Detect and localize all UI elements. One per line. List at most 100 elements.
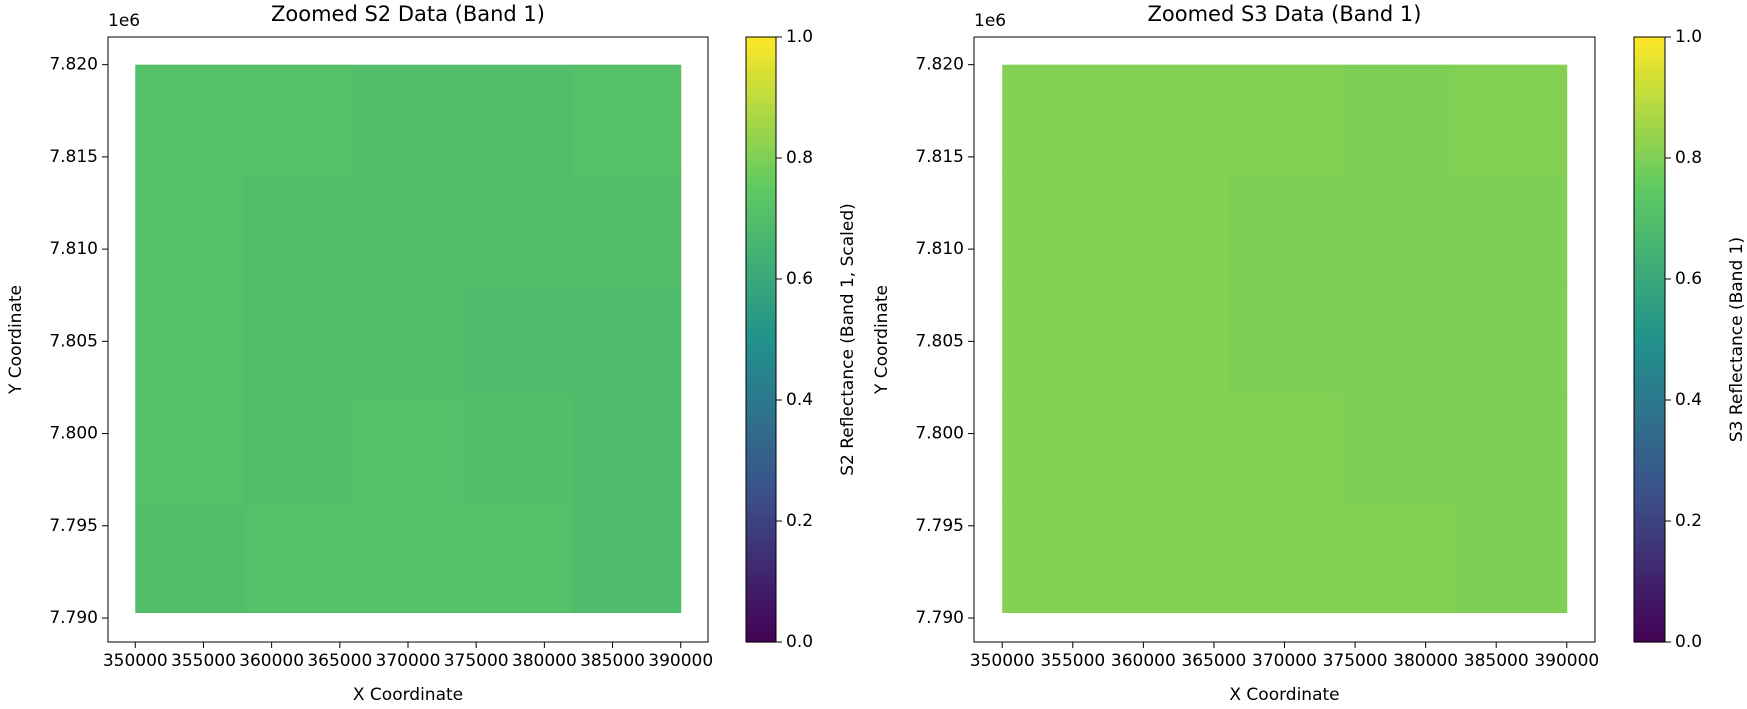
colorbar-swatch [1634, 460, 1665, 468]
colorbar-tick-label: 0.6 [1675, 269, 1702, 289]
colorbar-swatch [746, 629, 776, 637]
colorbar-swatch [746, 508, 776, 516]
colorbar-swatch [1634, 285, 1665, 292]
heatmap-cell [1115, 286, 1229, 396]
x-tick-label: 370000 [376, 651, 441, 671]
colorbar-swatch [746, 254, 776, 262]
colorbar-swatch [746, 533, 776, 540]
y-tick-label: 7.815 [49, 147, 98, 167]
x-axis-label: X Coordinate [1229, 685, 1339, 705]
colorbar-swatch [1634, 333, 1665, 341]
colorbar-swatch [1634, 79, 1665, 86]
heatmap-cell [571, 503, 682, 613]
colorbar-swatch [1634, 478, 1665, 486]
heatmap-cell [1115, 64, 1229, 176]
colorbar-swatch [746, 527, 776, 534]
colorbar-swatch [1634, 121, 1665, 129]
heatmap-cell [244, 175, 354, 287]
y-tick-label: 7.820 [49, 55, 98, 75]
x-tick-label: 365000 [1181, 651, 1246, 671]
colorbar-swatch [1634, 67, 1665, 74]
colorbar-swatch [1634, 369, 1665, 377]
heatmap-cell [1002, 64, 1116, 176]
colorbar-swatch [1634, 508, 1665, 516]
heatmap-cell [1453, 286, 1568, 396]
colorbar-swatch [746, 315, 776, 322]
colorbar-swatch [746, 224, 776, 232]
colorbar-swatch [1634, 581, 1665, 589]
colorbar-swatch [1634, 242, 1665, 250]
colorbar-swatch [746, 272, 776, 280]
colorbar-swatch [1634, 575, 1665, 583]
colorbar-swatch [1634, 218, 1665, 226]
colorbar-label: S2 Reflectance (Band 1, Scaled) [838, 203, 858, 476]
colorbar-swatch [746, 521, 776, 528]
colorbar-swatch [746, 303, 776, 310]
heatmap-cell [353, 64, 464, 176]
colorbar-swatch [1634, 527, 1665, 534]
x-axis-label: X Coordinate [353, 685, 463, 705]
x-tick-label: 350000 [970, 651, 1035, 671]
x-tick-label: 355000 [171, 651, 236, 671]
colorbar-swatch [1634, 309, 1665, 316]
colorbar-swatch [746, 557, 776, 564]
heatmap-cell [1340, 175, 1455, 287]
colorbar-swatch [746, 55, 776, 62]
y-axis-label: Y Coordinate [872, 285, 892, 395]
colorbar-swatch [746, 424, 776, 431]
colorbar-swatch [1634, 514, 1665, 522]
colorbar-swatch [1634, 551, 1665, 558]
y-offset-label: 1e6 [108, 11, 140, 31]
colorbar-swatch [1634, 400, 1665, 407]
colorbar-swatch [1634, 442, 1665, 449]
heatmap-cell [1228, 503, 1342, 613]
heatmap-cell [135, 175, 245, 287]
colorbar-swatch [746, 375, 776, 383]
colorbar-swatch [1634, 188, 1665, 195]
chart-title: Zoomed S2 Data (Band 1) [271, 2, 545, 26]
colorbar-swatch [746, 339, 776, 347]
colorbar-swatch [1634, 297, 1665, 304]
x-tick-label: 350000 [103, 651, 168, 671]
colorbar-swatch [1634, 472, 1665, 480]
colorbar-swatch [1634, 436, 1665, 443]
heatmap-cell [462, 64, 573, 176]
colorbar-swatch [1634, 357, 1665, 365]
heatmap-cell [571, 394, 682, 505]
colorbar-swatch [746, 472, 776, 480]
colorbar-swatch [1634, 85, 1665, 93]
colorbar-swatch [1634, 272, 1665, 280]
colorbar-swatch [746, 448, 776, 456]
heatmap-cell [1002, 394, 1116, 505]
colorbar-swatch [1634, 260, 1665, 268]
colorbar-swatch [746, 387, 776, 395]
y-tick-label: 7.805 [915, 331, 964, 351]
heatmap-cell [1453, 64, 1568, 176]
x-tick-label: 375000 [444, 651, 509, 671]
colorbar-swatch [746, 363, 776, 371]
colorbar-swatch [746, 248, 776, 256]
y-tick-label: 7.810 [915, 239, 964, 259]
colorbar-swatch [746, 260, 776, 268]
colorbar-swatch [1634, 533, 1665, 540]
heatmap-cell [462, 503, 573, 613]
colorbar-swatch [1634, 315, 1665, 322]
colorbar-frame [745, 36, 777, 643]
y-tick-label: 7.790 [49, 608, 98, 628]
colorbar-swatch [1634, 490, 1665, 498]
colorbar-swatch [746, 145, 776, 153]
x-tick-label: 385000 [580, 651, 645, 671]
colorbar-swatch [746, 400, 776, 407]
colorbar-swatch [746, 230, 776, 238]
colorbar-swatch [1634, 569, 1665, 577]
colorbar-swatch [1634, 629, 1665, 637]
colorbar-swatch [1634, 103, 1665, 111]
heatmap-cell [135, 503, 245, 613]
colorbar-frame [1633, 36, 1666, 643]
colorbar-swatch [1634, 521, 1665, 528]
colorbar-swatch [746, 297, 776, 304]
colorbar-swatch [746, 61, 776, 68]
colorbar-swatch [1634, 230, 1665, 238]
colorbar-swatch [746, 502, 776, 510]
